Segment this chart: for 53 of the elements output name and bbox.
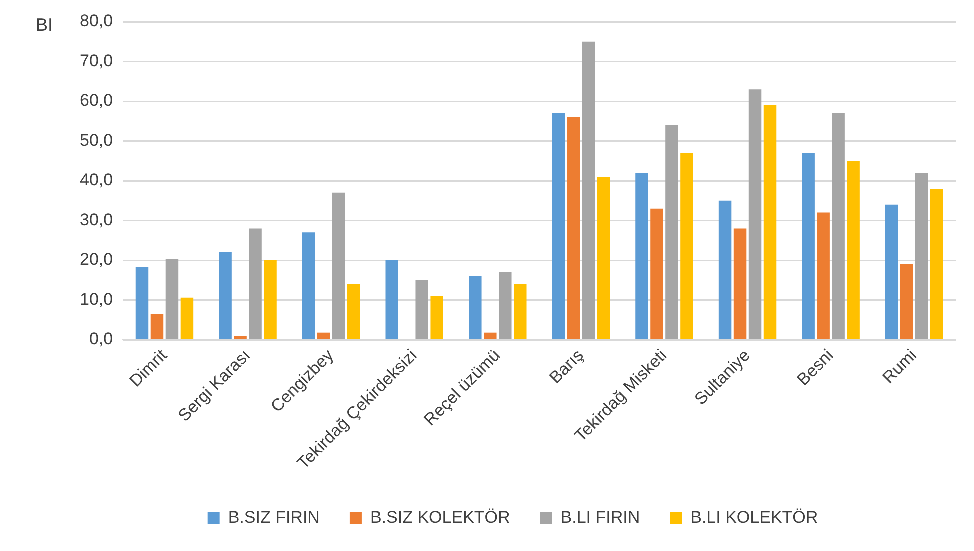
bar bbox=[499, 272, 512, 340]
bar bbox=[734, 228, 747, 340]
legend-label: B.SIZ FIRIN bbox=[228, 508, 320, 528]
bar bbox=[302, 232, 316, 340]
bar bbox=[900, 264, 914, 340]
bar bbox=[332, 192, 346, 340]
bar bbox=[180, 298, 194, 340]
bar bbox=[430, 296, 444, 340]
bar bbox=[885, 204, 898, 340]
bar bbox=[219, 252, 232, 340]
bar bbox=[347, 284, 360, 340]
y-tick-label: 40,0 bbox=[80, 170, 114, 190]
bar bbox=[249, 228, 262, 340]
y-tick-label: 0,0 bbox=[89, 330, 114, 349]
y-tick-label: 50,0 bbox=[80, 130, 114, 150]
bar bbox=[317, 332, 330, 340]
bar bbox=[484, 332, 497, 340]
y-axis-title: BI bbox=[36, 14, 54, 35]
bar bbox=[636, 173, 648, 340]
bar bbox=[166, 259, 179, 340]
bar bbox=[817, 212, 830, 340]
bar bbox=[552, 113, 566, 340]
bar bbox=[930, 188, 944, 340]
bar bbox=[150, 314, 164, 340]
y-tick-label: 70,0 bbox=[80, 51, 114, 70]
y-tick-label: 10,0 bbox=[80, 290, 114, 309]
legend-label: B.SIZ KOLEKTÖR bbox=[370, 508, 510, 528]
bar bbox=[264, 260, 277, 340]
bar bbox=[666, 125, 678, 340]
bar bbox=[582, 42, 596, 340]
bar bbox=[136, 267, 149, 340]
bar bbox=[847, 161, 860, 340]
bar bbox=[416, 280, 428, 340]
bar bbox=[832, 113, 845, 340]
bar bbox=[748, 90, 762, 340]
y-tick-label: 20,0 bbox=[80, 250, 114, 270]
bar bbox=[802, 153, 815, 340]
y-tick-label: 80,0 bbox=[80, 12, 114, 31]
legend-label: B.LI KOLEKTÖR bbox=[690, 508, 818, 528]
bar bbox=[650, 208, 664, 340]
y-tick-label: 60,0 bbox=[80, 91, 114, 110]
bar bbox=[386, 260, 398, 340]
bar bbox=[234, 336, 247, 340]
bar bbox=[469, 276, 482, 340]
bar bbox=[680, 153, 694, 340]
bar bbox=[567, 117, 580, 340]
bar bbox=[514, 284, 527, 340]
bar bbox=[764, 105, 777, 340]
legend-label: B.LI FIRIN bbox=[560, 508, 640, 528]
bar bbox=[597, 177, 610, 340]
bar bbox=[915, 173, 928, 340]
y-tick-label: 30,0 bbox=[80, 210, 114, 230]
bar bbox=[718, 200, 732, 340]
